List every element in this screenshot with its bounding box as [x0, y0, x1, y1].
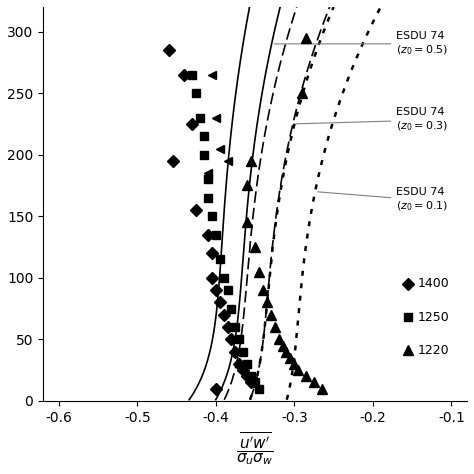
- Text: ESDU 74
$(z_0 = 0.3)$: ESDU 74 $(z_0 = 0.3)$: [296, 108, 448, 133]
- Text: ESDU 74
$(z_0 = 0.1)$: ESDU 74 $(z_0 = 0.1)$: [318, 187, 448, 213]
- X-axis label: $\dfrac{\overline{u'w'}}{\sigma_u \sigma_w}$: $\dfrac{\overline{u'w'}}{\sigma_u \sigma…: [236, 430, 274, 467]
- Text: ESDU 74
$(z_0 = 0.5)$: ESDU 74 $(z_0 = 0.5)$: [274, 31, 448, 57]
- Text: 1250: 1250: [418, 310, 449, 324]
- Text: 1220: 1220: [418, 344, 449, 357]
- Text: 1400: 1400: [418, 277, 449, 291]
